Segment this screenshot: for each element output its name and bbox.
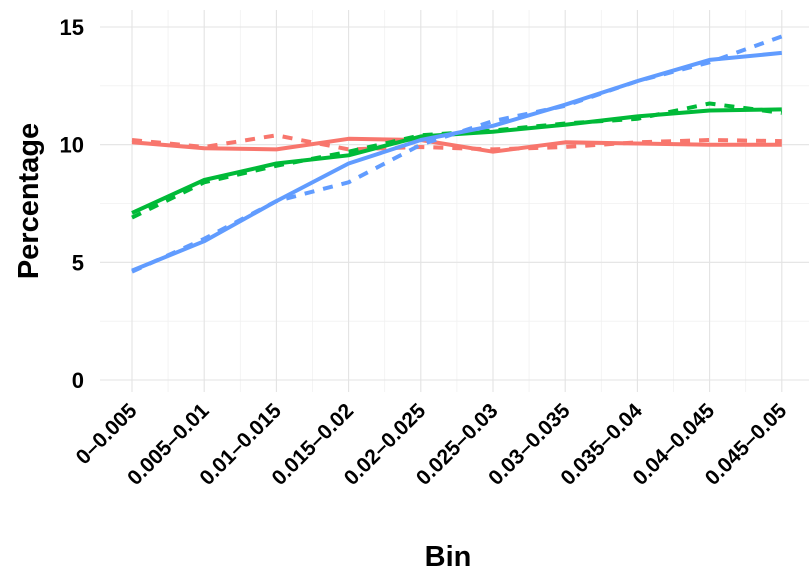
series-line-1 <box>131 136 782 154</box>
x-tick-labels: 0–0.0050.005–0.010.01–0.0150.015–0.020.0… <box>72 399 792 490</box>
series-line-2 <box>131 133 782 152</box>
y-tick-label: 5 <box>72 250 84 275</box>
y-tick-label: 10 <box>60 133 84 158</box>
y-tick-label: 15 <box>60 15 84 40</box>
series-group <box>131 34 783 274</box>
y-tick-labels: 0 5 10 15 <box>60 15 84 393</box>
x-axis-title: Bin <box>425 541 472 573</box>
y-tick-label: 0 <box>72 368 84 393</box>
grid <box>100 10 809 392</box>
y-axis-title: Percentage <box>13 123 45 279</box>
series-line-4 <box>131 101 783 220</box>
series-line-6 <box>131 34 783 274</box>
plot-panel <box>100 10 809 392</box>
x-tick-label: 0–0.005 <box>72 399 142 469</box>
